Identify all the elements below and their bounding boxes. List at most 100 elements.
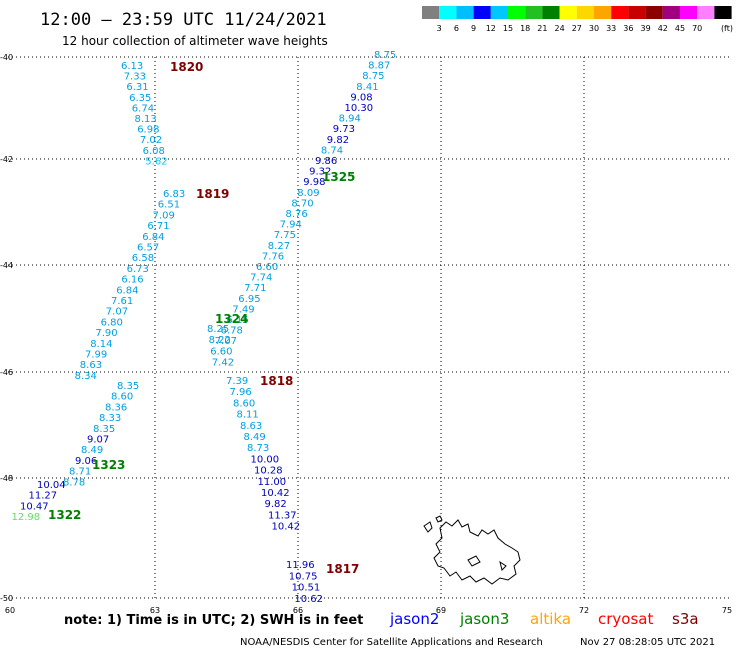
legend-value: 36 <box>623 24 633 33</box>
swh-value: 8.33 <box>99 413 121 424</box>
swh-value: 6.57 <box>137 243 159 254</box>
swh-value: 8.34 <box>75 371 97 382</box>
swh-value: 6.71 <box>147 221 169 232</box>
swh-value: 6.13 <box>121 61 143 72</box>
legend-value: 3 <box>437 24 442 33</box>
pass-time-label: 1325 <box>322 170 355 184</box>
swh-value: 6.16 <box>121 275 143 286</box>
legend-swatch <box>662 6 680 19</box>
swh-value: 7.94 <box>280 220 302 231</box>
legend-swatch <box>680 6 698 19</box>
swh-value: 8.25 <box>207 324 229 335</box>
legend-value: 15 <box>503 24 513 33</box>
swh-value: 10.75 <box>289 571 318 582</box>
legend-value: 9 <box>471 24 476 33</box>
lat-label: -42 <box>0 155 13 164</box>
legend-value: 30 <box>589 24 599 33</box>
pass-time-label: 1324 <box>215 312 248 326</box>
swh-value: 7.99 <box>85 350 107 361</box>
legend-swatch <box>508 6 526 19</box>
pass-time-label: 1820 <box>170 60 203 74</box>
swh-value: 8.13 <box>135 114 157 125</box>
pass-time-label: 1817 <box>326 562 359 576</box>
legend-unit: (ft) <box>721 24 733 33</box>
swh-value: 8.14 <box>90 339 112 350</box>
legend-swatch <box>439 6 457 19</box>
swh-value: 6.51 <box>158 200 180 211</box>
swh-value: 8.49 <box>81 445 103 456</box>
swh-value: 7.76 <box>262 251 284 262</box>
legend-value: 21 <box>537 24 547 33</box>
swh-value: 6.80 <box>101 317 123 328</box>
swh-value: 7.39 <box>226 376 248 387</box>
swh-value: 7.42 <box>212 358 234 369</box>
pass-time-labels: 1820 1819 1325 1324 1818 1817 1323 1322 <box>48 60 359 576</box>
lat-label: -50 <box>0 594 13 603</box>
swh-value: 8.73 <box>247 443 269 454</box>
swh-value: 6.74 <box>132 103 154 114</box>
satellite-name: jason2 <box>389 610 439 628</box>
swh-value: 10.04 <box>37 480 66 491</box>
swh-value: 8.09 <box>297 188 319 199</box>
swh-value: 10.62 <box>294 594 323 605</box>
swh-value: 10.28 <box>254 466 283 477</box>
swh-value: 12.98 <box>12 512 41 523</box>
swh-value: 8.36 <box>105 402 127 413</box>
satellite-name: altika <box>530 610 571 628</box>
swh-value: 8.27 <box>268 241 290 252</box>
legend-swatch <box>714 6 732 19</box>
swh-value: 8.70 <box>291 198 313 209</box>
legend-swatch <box>628 6 646 19</box>
pass-time-label: 1818 <box>260 374 293 388</box>
swh-value: 7.74 <box>250 273 272 284</box>
legend-value: 45 <box>675 24 685 33</box>
swh-value: 8.75 <box>374 50 396 61</box>
lat-label: -40 <box>0 53 13 62</box>
swh-value: 6.58 <box>132 253 154 264</box>
legend-swatch <box>456 6 474 19</box>
legend-swatch <box>525 6 543 19</box>
swh-value: 8.22 <box>209 335 231 346</box>
swh-value: 9.82 <box>327 135 349 146</box>
legend-swatch <box>645 6 663 19</box>
swh-value: 6.73 <box>127 264 149 275</box>
swh-value: 7.09 <box>153 210 175 221</box>
swh-value: 7.02 <box>140 135 162 146</box>
pass-time-label: 1819 <box>196 187 229 201</box>
lon-label: 66 <box>293 606 303 615</box>
swh-value: 11.37 <box>268 510 297 521</box>
legend-value: 33 <box>606 24 616 33</box>
swh-value: 10.00 <box>251 454 280 465</box>
map-subtitle: 12 hour collection of altimeter wave hei… <box>62 34 328 48</box>
swh-value: 9.07 <box>87 435 109 446</box>
swh-value: 8.75 <box>362 71 384 82</box>
swh-value: 8.74 <box>321 145 343 156</box>
swh-value: 6.95 <box>238 294 260 305</box>
swh-value: 8.35 <box>93 424 115 435</box>
swh-value: 5.62 <box>145 156 167 167</box>
swh-value: 9.06 <box>75 456 97 467</box>
swh-value: 8.76 <box>286 209 308 220</box>
legend-value: 12 <box>486 24 496 33</box>
swh-value: 8.11 <box>237 410 259 421</box>
swh-value: 9.86 <box>315 156 337 167</box>
map-title: 12:00 – 23:59 UTC 11/24/2021 <box>40 10 327 30</box>
legend-value: 18 <box>520 24 530 33</box>
swh-value: 6.84 <box>142 232 164 243</box>
swh-value: 6.35 <box>129 93 151 104</box>
swh-value: 7.07 <box>215 336 237 347</box>
swh-value: 7.49 <box>232 304 254 315</box>
swh-value: 8.71 <box>69 467 91 478</box>
legend-value: 27 <box>572 24 582 33</box>
legend-swatch <box>594 6 612 19</box>
swh-value: 6.08 <box>143 146 165 157</box>
legend-swatch <box>422 6 440 19</box>
swh-value: 8.60 <box>111 392 133 403</box>
legend-swatch <box>576 6 594 19</box>
legend-swatch <box>473 6 491 19</box>
swh-value: 8.41 <box>356 82 378 93</box>
swh-value: 9.32 <box>309 167 331 178</box>
lat-label: -48 <box>0 474 13 483</box>
legend-swatch <box>542 6 560 19</box>
